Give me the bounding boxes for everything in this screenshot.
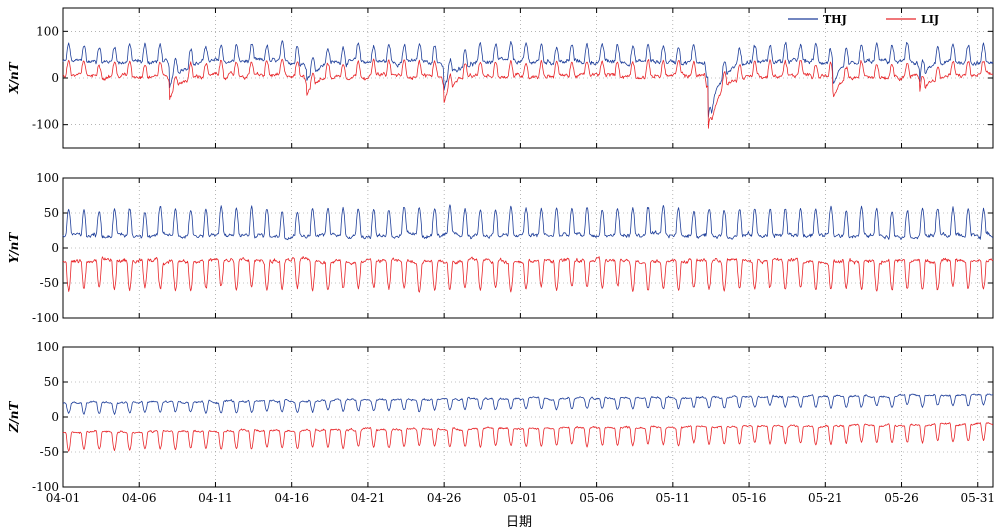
panel-y-ylabel: Y/nT [7,232,21,264]
legend-thj-label: THJ [823,13,847,26]
y-tick-label: 0 [51,241,59,255]
panel-z-grid [63,347,993,487]
y-tick-label: 100 [36,171,59,185]
panel-x-grid [63,8,993,148]
panel-z: 100 50 0 -50 -100 Z/nT [7,340,994,494]
series-line-lij [62,422,994,452]
x-tick-label: 05-21 [808,491,843,505]
panel-y-yticks: 100 50 0 -50 -100 [32,171,993,325]
series-line-thj [62,393,994,415]
x-tick-label: 05-26 [884,491,919,505]
y-tick-label: 0 [51,410,59,424]
x-tick-label: 05-31 [960,491,995,505]
panel-x-ylabel: X/nT [7,61,21,94]
legend: THJ LIJ [788,13,939,26]
y-tick-label: -50 [40,276,59,290]
series-line-thj [62,204,994,241]
y-tick-label: -100 [32,311,59,325]
y-tick-label: -100 [32,480,59,494]
y-tick-label: 100 [36,340,59,354]
x-tick-label: 05-01 [503,491,538,505]
panel-z-lines [62,393,994,452]
series-line-thj [62,40,994,118]
y-tick-label: 0 [51,71,59,85]
x-tick-label: 05-06 [579,491,614,505]
y-tick-label: 50 [44,206,59,220]
x-tick-label: 04-01 [46,491,81,505]
y-tick-label: 50 [44,375,59,389]
x-tick-label: 04-21 [351,491,386,505]
y-tick-label: -50 [40,445,59,459]
panel-y-xticks [62,178,979,318]
x-tick-label: 04-06 [122,491,157,505]
panel-x-lines [62,40,994,129]
panel-z-xticks [62,347,979,487]
x-axis-title: 日期 [506,515,532,530]
panel-y-grid [63,178,993,318]
panel-z-ylabel: Z/nT [7,401,21,434]
y-tick-label: -100 [32,118,59,132]
panel-z-yticks: 100 50 0 -50 -100 [32,340,993,494]
panel-y: 100 50 0 -50 -100 Y/nT [7,171,994,325]
x-tick-label: 05-16 [732,491,767,505]
x-tick-label: 04-16 [274,491,309,505]
series-line-lij [62,256,994,293]
x-tick-label: 04-26 [427,491,462,505]
legend-lij-label: LIJ [921,13,939,26]
panel-x-yticks: 100 0 -100 [32,24,993,132]
panel-x: 100 0 -100 X/nT THJ LIJ [7,7,994,149]
panel-y-lines [62,204,994,293]
y-tick-label: 100 [36,24,59,38]
series-line-lij [62,58,994,129]
x-tick-label: 05-11 [656,491,691,505]
x-tick-labels: 04-01 04-06 04-11 04-16 04-21 04-26 05-01 05-06… [46,491,995,505]
x-tick-label: 04-11 [198,491,233,505]
panel-x-xticks [62,8,979,148]
